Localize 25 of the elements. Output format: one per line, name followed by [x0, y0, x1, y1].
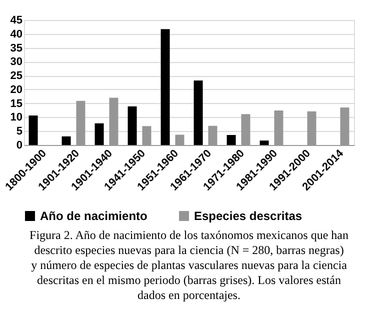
- y-tick-label: 30: [10, 56, 22, 68]
- bar: [128, 106, 137, 145]
- text: descrito especies nuevas para la ciencia (N = 280, barras negras): [34, 243, 344, 257]
- y-tick-label: 20: [10, 84, 22, 96]
- y-tick-label: 5: [16, 126, 22, 138]
- bar: [62, 136, 71, 145]
- bar: [226, 135, 236, 145]
- text: Figura 2. Año de nacimiento de los taxónomos mexicanos que han: [30, 228, 348, 242]
- text: descritas en el mismo periodo (barras grises). Los valores están: [37, 273, 341, 287]
- legend-label: Año de nacimiento: [40, 209, 148, 223]
- text: dados en porcentajes.: [138, 288, 240, 302]
- bar: [94, 123, 104, 145]
- y-tick-label: 35: [10, 42, 22, 54]
- bar: [260, 140, 269, 145]
- bar: [194, 80, 203, 145]
- text: y número de especies de plantas vasculares nuevas para la ciencia: [31, 258, 348, 272]
- bar: [160, 29, 170, 145]
- y-tick-label: 45: [10, 14, 22, 26]
- y-tick-label: 15: [10, 98, 22, 110]
- y-tick-label: 0: [16, 140, 22, 152]
- y-tick-label: 10: [10, 112, 22, 124]
- bar: [28, 116, 38, 145]
- legend-label: Especies descritas: [194, 209, 302, 223]
- y-tick-label: 25: [10, 70, 22, 82]
- y-tick-label: 40: [10, 28, 22, 40]
